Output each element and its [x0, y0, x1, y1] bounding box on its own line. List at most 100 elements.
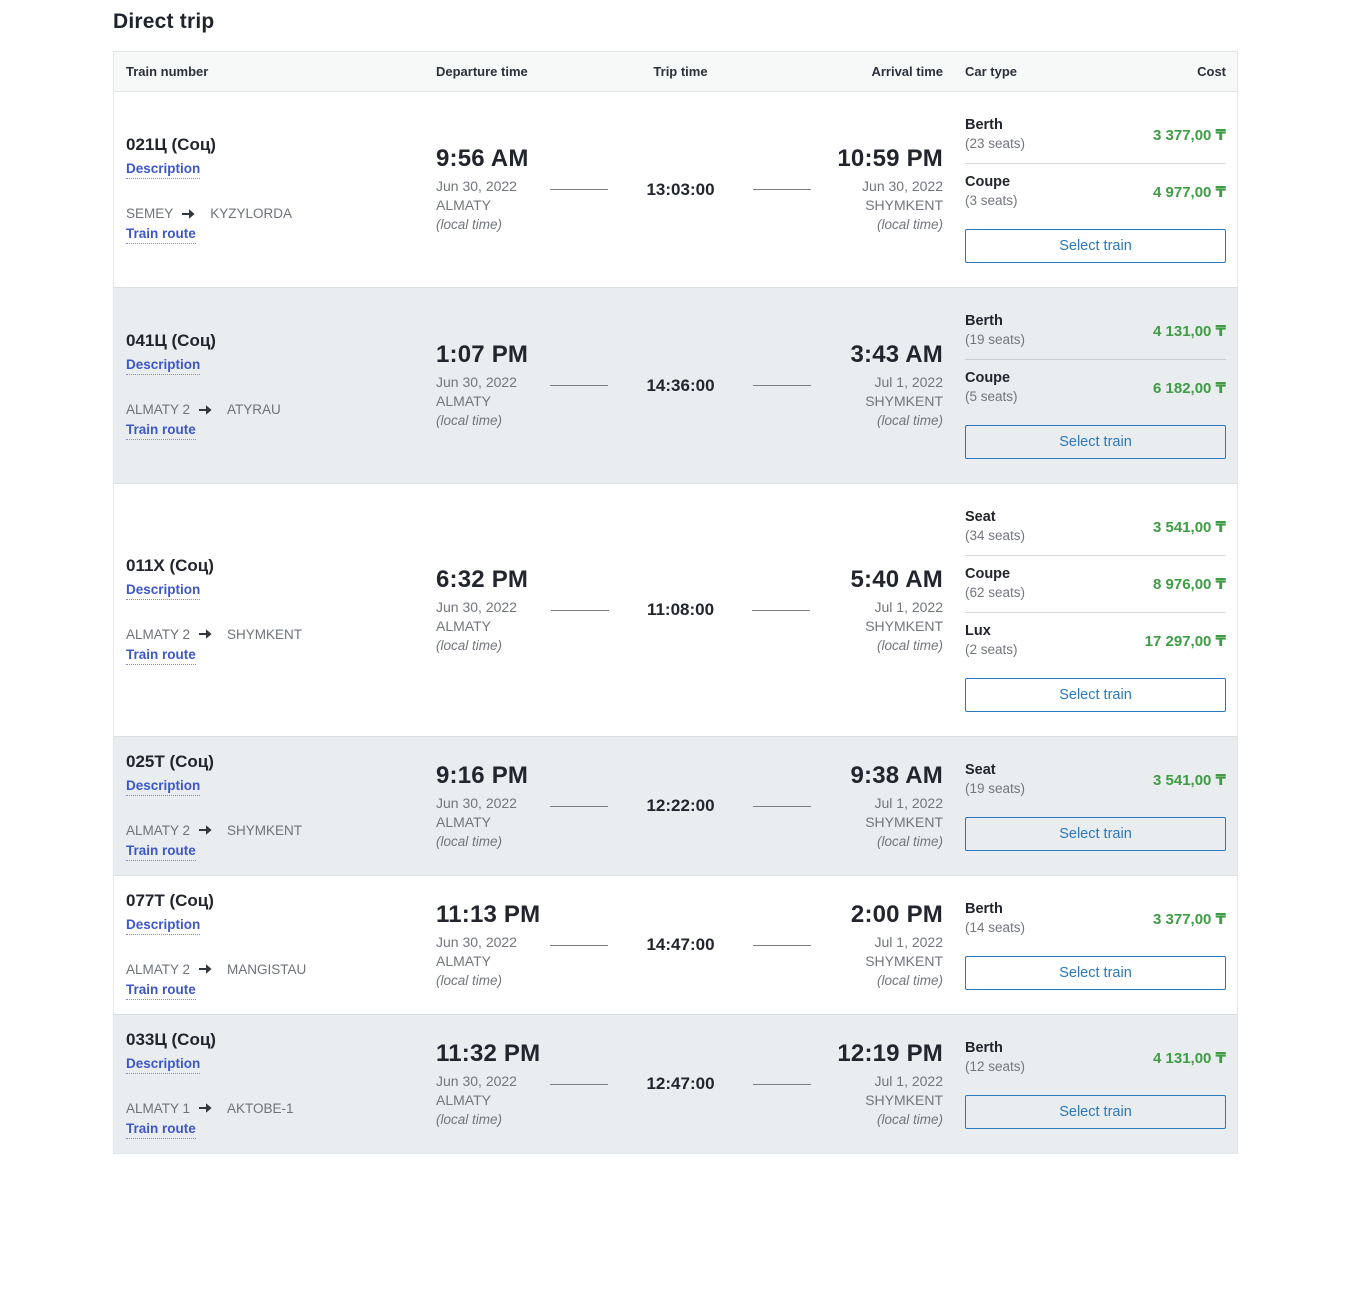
car-seats-count: (19 seats)	[965, 332, 1026, 347]
car-cost-column: Berth (14 seats) 3 377,00 ₸ Select train	[943, 876, 1237, 1014]
departure-date: Jun 30, 2022	[436, 933, 517, 950]
departure-city: ALMATY	[436, 1091, 491, 1108]
car-type: Berth	[965, 901, 1003, 917]
trip-time: 12:22:00	[646, 796, 715, 815]
departure-city: ALMATY	[436, 617, 491, 634]
car-type: Seat	[965, 762, 996, 778]
trip-time-block: 11:08:00	[548, 600, 813, 620]
departure-time: 9:56 AM	[436, 145, 529, 172]
select-train-button[interactable]: Select train	[965, 229, 1226, 263]
car-entry: Coupe (5 seats) 6 182,00 ₸	[965, 359, 1226, 406]
trip-line-right	[752, 1083, 811, 1085]
arrival-time: 12:19 PM	[837, 1039, 943, 1067]
departure-time: 9:16 PM	[436, 761, 529, 789]
train-info: 041Ц (Соц) Description ALMATY 2 ATYRAU T…	[126, 321, 436, 450]
description-link[interactable]: Description	[126, 917, 201, 935]
departure-time: 1:07 PM	[436, 341, 529, 368]
train-route-link[interactable]: Train route	[126, 422, 196, 440]
column-header-car-type: Car type	[965, 64, 1018, 79]
car-price: 3 541,00 ₸	[1153, 518, 1226, 536]
departure-local-time-note: (local time)	[436, 972, 503, 988]
car-price: 4 131,00 ₸	[1153, 322, 1226, 340]
column-header-departure-time: Departure time	[436, 64, 528, 79]
route-stations: SEMEY KYZYLORDA	[126, 206, 436, 221]
arrival-date: Jul 1, 2022	[874, 933, 944, 950]
description-link[interactable]: Description	[126, 778, 201, 796]
car-price: 4 977,00 ₸	[1153, 183, 1226, 201]
arrival-city: SHYMKENT	[865, 813, 943, 830]
departure-block: 6:32 PM Jun 30, 2022 ALMATY (local time)	[436, 566, 548, 655]
car-entry: Berth (19 seats) 4 131,00 ₸	[965, 312, 1226, 349]
trip-line-right	[752, 805, 811, 807]
arrow-right-icon	[181, 208, 196, 220]
car-type: Lux	[965, 623, 991, 639]
car-cost-column: Berth (23 seats) 3 377,00 ₸ Coupe (3 sea…	[943, 92, 1237, 287]
description-link[interactable]: Description	[126, 582, 201, 600]
arrival-date: Jul 1, 2022	[874, 794, 944, 811]
arrival-city: SHYMKENT	[865, 393, 943, 409]
car-type: Berth	[965, 117, 1003, 133]
train-table-body: 021Ц (Соц) Description SEMEY KYZYLORDA T…	[114, 92, 1237, 1153]
departure-block: 9:56 AM Jun 30, 2022 ALMATY (local time)	[436, 145, 548, 234]
trip-time-block: 13:03:00	[548, 180, 813, 200]
arrival-block: 2:00 PM Jul 1, 2022 SHYMKENT (local time…	[813, 901, 943, 990]
select-train-button[interactable]: Select train	[965, 425, 1226, 459]
car-price: 6 182,00 ₸	[1153, 379, 1226, 397]
train-number: 011Х (Соц)	[126, 555, 214, 575]
arrival-block: 5:40 AM Jul 1, 2022 SHYMKENT (local time…	[813, 566, 943, 655]
train-route-link[interactable]: Train route	[126, 982, 196, 1000]
train-info: 021Ц (Соц) Description SEMEY KYZYLORDA T…	[126, 125, 436, 254]
car-cost-column: Seat (34 seats) 3 541,00 ₸ Coupe (62 sea…	[943, 484, 1237, 736]
select-train-button[interactable]: Select train	[965, 1095, 1226, 1129]
origin-station: SEMEY	[126, 206, 174, 221]
arrival-city: SHYMKENT	[865, 1091, 943, 1108]
departure-date: Jun 30, 2022	[436, 1072, 517, 1089]
arrival-time: 3:43 AM	[850, 341, 943, 368]
train-row: 025Т (Соц) Description ALMATY 2 SHYMKENT…	[114, 736, 1237, 875]
arrival-local-time-note: (local time)	[876, 413, 943, 428]
departure-local-time-note: (local time)	[436, 833, 503, 849]
arrow-right-icon	[198, 1102, 213, 1114]
car-seats-count: (62 seats)	[965, 585, 1026, 600]
select-train-button[interactable]: Select train	[965, 817, 1226, 851]
departure-city: ALMATY	[436, 813, 491, 830]
car-seats-count: (12 seats)	[965, 1059, 1026, 1074]
car-price: 3 541,00 ₸	[1153, 771, 1226, 789]
trip-line-right	[752, 189, 811, 190]
destination-station: MANGISTAU	[227, 961, 307, 977]
arrow-right-icon	[198, 824, 213, 836]
description-link[interactable]: Description	[126, 357, 201, 375]
car-type: Berth	[965, 313, 1003, 329]
trip-time: 14:36:00	[646, 375, 715, 395]
car-seats-count: (2 seats)	[965, 642, 1018, 657]
train-row: 077Т (Соц) Description ALMATY 2 MANGISTA…	[114, 875, 1237, 1014]
car-entry-info: Seat (34 seats)	[965, 508, 1025, 545]
column-header-arrival-time: Arrival time	[871, 64, 943, 79]
car-entry: Coupe (62 seats) 8 976,00 ₸	[965, 555, 1226, 602]
select-train-button[interactable]: Select train	[965, 956, 1226, 990]
arrival-local-time-note: (local time)	[876, 637, 943, 653]
car-entry: Berth (12 seats) 4 131,00 ₸	[965, 1039, 1226, 1076]
car-entry: Berth (14 seats) 3 377,00 ₸	[965, 900, 1226, 937]
train-route-link[interactable]: Train route	[126, 843, 196, 861]
train-row: 041Ц (Соц) Description ALMATY 2 ATYRAU T…	[114, 287, 1237, 483]
train-route-link[interactable]: Train route	[126, 1121, 196, 1139]
train-number: 041Ц (Соц)	[126, 331, 216, 350]
car-entry-info: Berth (12 seats)	[965, 1039, 1025, 1076]
car-entry: Lux (2 seats) 17 297,00 ₸	[965, 612, 1226, 659]
destination-station: KYZYLORDA	[210, 206, 293, 221]
train-row: 021Ц (Соц) Description SEMEY KYZYLORDA T…	[114, 92, 1237, 287]
train-number: 033Ц (Соц)	[126, 1029, 216, 1049]
select-train-button[interactable]: Select train	[965, 678, 1226, 712]
description-link[interactable]: Description	[126, 161, 201, 179]
description-link[interactable]: Description	[126, 1056, 201, 1074]
train-route-link[interactable]: Train route	[126, 226, 196, 244]
train-route-link[interactable]: Train route	[126, 647, 196, 665]
car-entry: Berth (23 seats) 3 377,00 ₸	[965, 116, 1226, 153]
car-entry-info: Berth (19 seats)	[965, 312, 1025, 349]
train-row: 033Ц (Соц) Description ALMATY 1 AKTOBE-1…	[114, 1014, 1237, 1153]
departure-city: ALMATY	[436, 393, 491, 409]
page: Direct trip Train number Departure time …	[113, 10, 1238, 1154]
trip-line-left	[550, 944, 609, 946]
departure-time: 11:13 PM	[436, 900, 541, 928]
